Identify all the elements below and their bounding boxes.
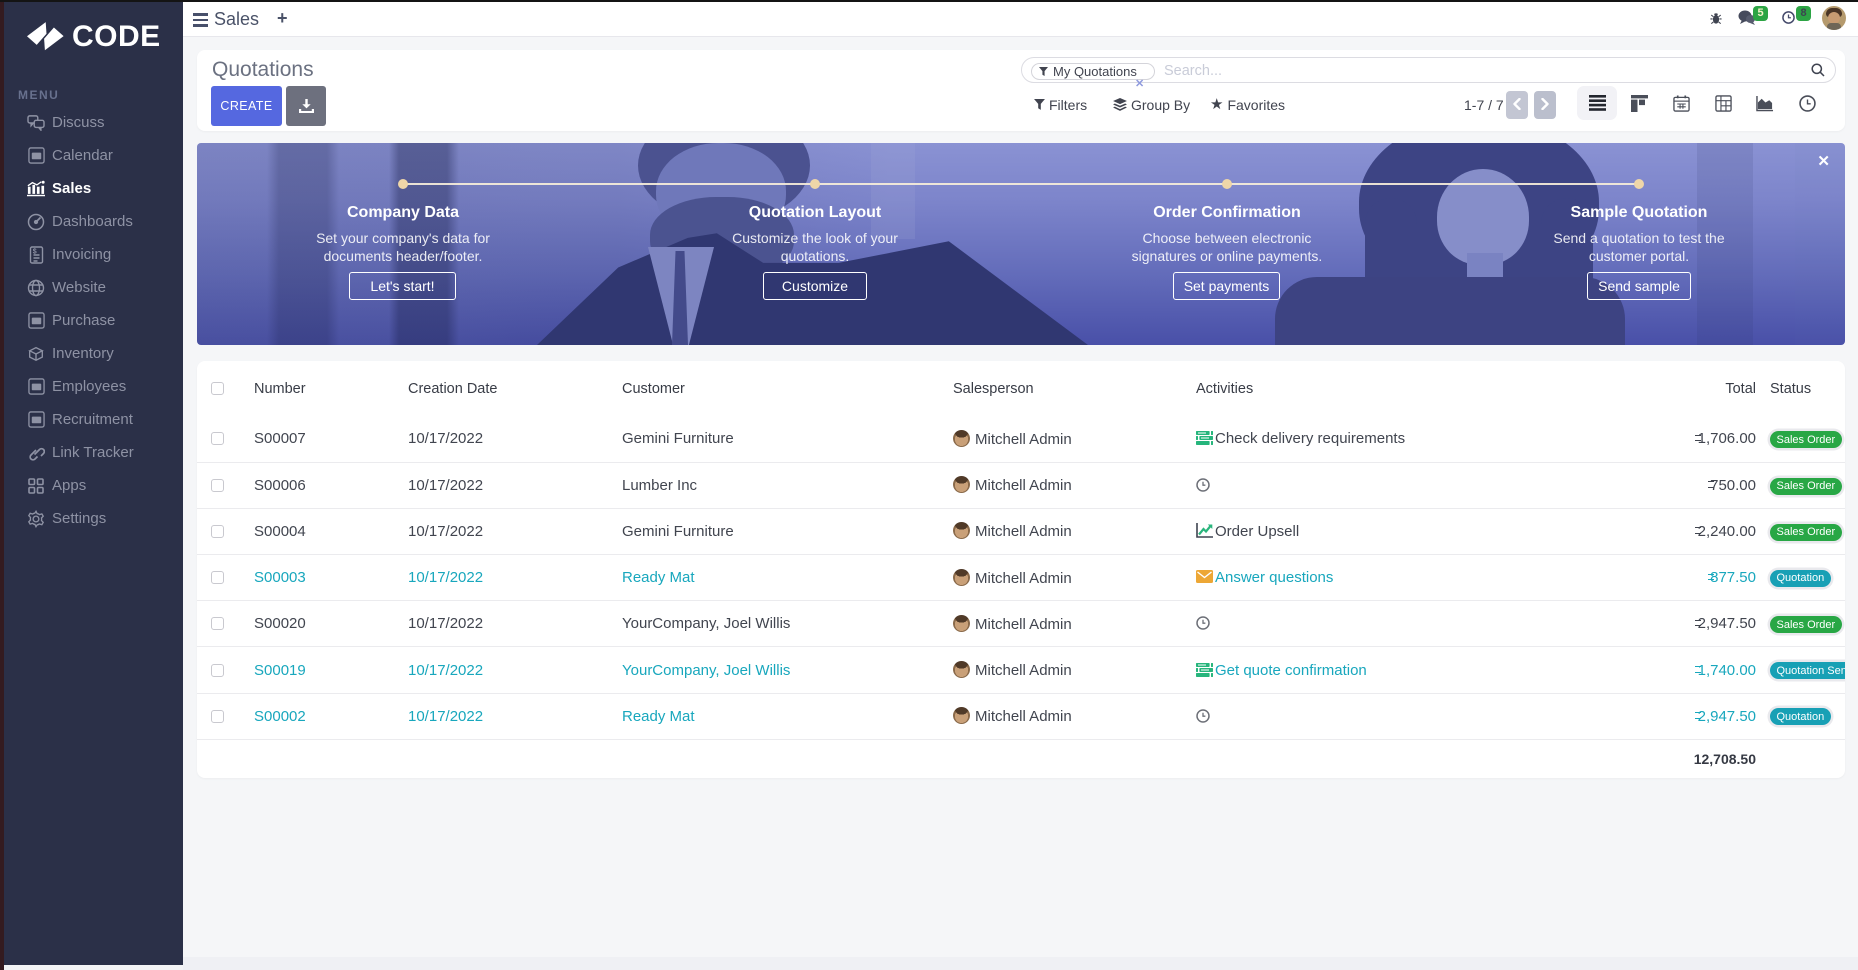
- svg-text:$: $: [32, 248, 36, 255]
